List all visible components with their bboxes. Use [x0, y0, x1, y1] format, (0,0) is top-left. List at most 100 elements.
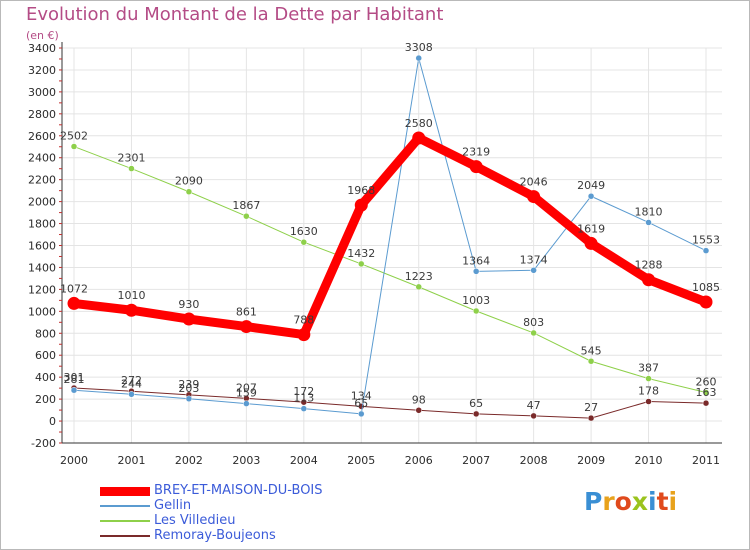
data-point — [239, 320, 253, 334]
data-label: 159 — [236, 387, 257, 400]
chart-subtitle: (en €) — [26, 29, 59, 42]
data-point — [70, 143, 78, 150]
x-tick-label: 2007 — [462, 454, 490, 467]
legend-swatch — [100, 505, 150, 507]
data-point — [699, 295, 713, 309]
data-point — [124, 303, 138, 317]
y-tick-label: 1000 — [28, 305, 56, 318]
data-point — [530, 329, 537, 337]
data-label: 207 — [236, 381, 257, 394]
legend-label: Remoray-Boujeons — [154, 528, 276, 543]
data-point — [472, 268, 480, 275]
x-tick-label: 2004 — [290, 454, 318, 467]
legend-swatch — [100, 486, 150, 496]
data-label: 281 — [64, 373, 85, 386]
x-tick-label: 2002 — [175, 454, 203, 467]
data-point — [584, 236, 598, 250]
data-label: 2580 — [405, 117, 433, 130]
data-point — [527, 190, 541, 204]
data-point — [300, 405, 308, 412]
y-tick-label: 2400 — [28, 152, 56, 165]
data-label: 861 — [236, 306, 257, 319]
x-tick-label: 2010 — [635, 454, 663, 467]
y-tick-label: 3400 — [28, 42, 56, 55]
logo-letter: P — [584, 487, 603, 516]
x-tick-label: 2008 — [520, 454, 548, 467]
data-point — [415, 407, 422, 414]
data-label: 178 — [638, 385, 659, 398]
data-label: 1810 — [635, 205, 663, 218]
y-tick-label: 2800 — [28, 108, 56, 121]
y-tick-label: 2600 — [28, 130, 56, 143]
data-label: 2046 — [520, 176, 548, 189]
y-tick-label: 1600 — [28, 240, 56, 253]
data-label: 1867 — [232, 199, 260, 212]
logo-letter: t — [656, 487, 669, 516]
legend-label: Les Villedieu — [154, 513, 236, 528]
data-point — [128, 165, 135, 172]
logo-letter: x — [631, 487, 648, 516]
logo-letter: o — [614, 487, 632, 516]
data-label: 1085 — [692, 281, 720, 294]
data-label: 27 — [584, 401, 598, 414]
data-label: 1072 — [60, 282, 88, 295]
y-tick-label: 3200 — [28, 64, 56, 77]
data-label: 3308 — [405, 41, 433, 54]
data-label: 2090 — [175, 175, 203, 188]
data-point — [300, 238, 308, 246]
legend-swatch — [100, 535, 150, 537]
y-tick-label: 3000 — [28, 86, 56, 99]
data-point — [358, 410, 365, 418]
data-label: 47 — [527, 399, 541, 412]
data-point — [297, 328, 311, 342]
data-point — [70, 386, 78, 394]
logo-letter: r — [602, 487, 615, 516]
y-tick-label: 200 — [35, 393, 56, 406]
data-point — [587, 192, 595, 200]
y-tick-label: 1400 — [28, 261, 56, 274]
y-tick-label: 1200 — [28, 283, 56, 296]
data-point — [472, 410, 480, 418]
data-label: 301 — [64, 371, 85, 384]
data-point — [642, 273, 656, 287]
data-point — [702, 247, 710, 254]
data-label: 244 — [121, 377, 142, 390]
x-tick-label: 2006 — [405, 454, 433, 467]
series-line-1 — [73, 57, 707, 415]
data-point — [645, 375, 652, 382]
data-label: 1364 — [462, 254, 490, 267]
series-line-2 — [73, 146, 707, 394]
x-tick-label: 2000 — [60, 454, 88, 467]
data-label: 113 — [293, 392, 314, 405]
y-tick-label: 600 — [35, 349, 56, 362]
data-label: 65 — [354, 397, 368, 410]
chart-title: Evolution du Montant de la Dette par Hab… — [26, 4, 444, 25]
data-label: 239 — [178, 378, 199, 391]
data-label: 930 — [178, 298, 199, 311]
data-label: 803 — [523, 316, 544, 329]
data-label: 2049 — [577, 179, 605, 192]
data-label: 163 — [696, 386, 717, 399]
data-point — [415, 54, 422, 62]
data-point — [300, 398, 308, 406]
data-point — [472, 307, 480, 315]
data-point — [67, 296, 81, 310]
data-point — [530, 267, 537, 274]
x-tick-label: 2009 — [577, 454, 605, 467]
logo-letter: i — [668, 487, 678, 516]
series-lines — [67, 54, 713, 422]
data-point — [358, 260, 365, 268]
legend-label: Gellin — [154, 498, 192, 513]
y-tick-label: 800 — [35, 327, 56, 340]
data-label: 1223 — [405, 270, 433, 283]
data-point — [587, 358, 595, 365]
data-point — [587, 414, 595, 422]
data-point — [128, 391, 135, 398]
y-tick-label: 2000 — [28, 196, 56, 209]
x-tick-label: 2011 — [692, 454, 720, 467]
data-point — [243, 400, 250, 407]
data-label: 1288 — [635, 259, 663, 272]
legend-swatch — [100, 520, 150, 522]
data-label: 203 — [178, 382, 199, 395]
